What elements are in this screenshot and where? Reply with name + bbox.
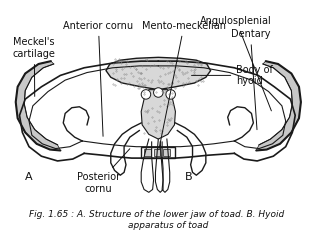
Bar — [154, 148, 160, 156]
Text: Angulosplenial: Angulosplenial — [200, 16, 272, 111]
Bar — [144, 148, 151, 156]
Polygon shape — [16, 61, 60, 150]
Polygon shape — [141, 90, 175, 139]
Polygon shape — [256, 61, 301, 150]
Text: Posterior
cornu: Posterior cornu — [77, 149, 130, 194]
Text: Meckel's
cartilage: Meckel's cartilage — [13, 37, 56, 96]
Polygon shape — [106, 57, 211, 90]
Circle shape — [141, 90, 151, 99]
Text: A: A — [25, 172, 33, 182]
Text: Anterior cornu: Anterior cornu — [63, 21, 133, 136]
Circle shape — [166, 90, 175, 99]
Text: Mento-meckelian: Mento-meckelian — [142, 21, 226, 150]
Bar — [163, 148, 170, 156]
Text: Fig. 1.65 : A. Structure of the lower jaw of toad. B. Hyoid
        apparatus of: Fig. 1.65 : A. Structure of the lower ja… — [29, 210, 284, 230]
Text: Body of
hyoid: Body of hyoid — [192, 65, 273, 86]
Text: Dentary: Dentary — [231, 29, 270, 130]
Text: B: B — [185, 172, 192, 182]
Circle shape — [154, 88, 163, 97]
FancyBboxPatch shape — [141, 147, 175, 158]
